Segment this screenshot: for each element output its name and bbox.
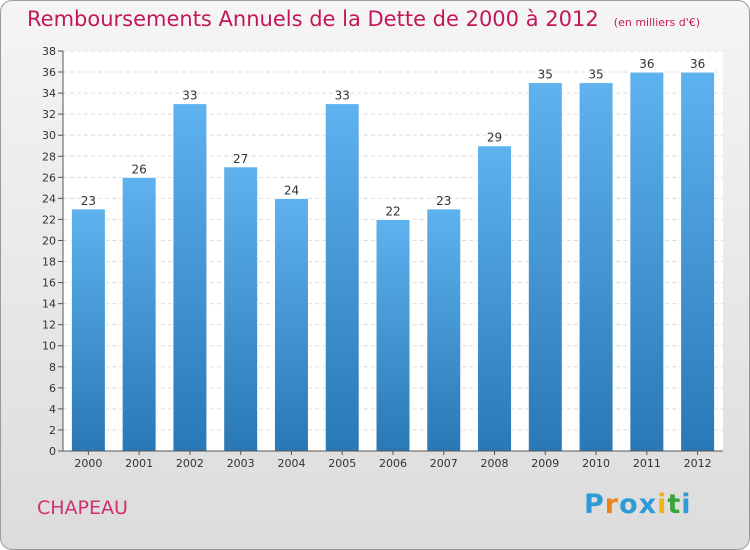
bar [629,71,665,452]
bar [70,208,106,452]
y-tick-label: 38 [42,45,56,58]
bar [324,103,360,452]
x-tick-label: 2002 [176,457,204,470]
y-tick-label: 10 [42,340,56,353]
bar-value-label: 22 [385,204,400,218]
x-tick-label: 2009 [531,457,559,470]
bar [172,103,208,452]
proxiti-logo: Proxiti [584,489,692,520]
logo-letter: i [681,489,692,520]
bar-value-label: 33 [335,89,350,103]
chart-title-block: Remboursements Annuels de la Dette de 20… [27,7,700,31]
y-tick-label: 30 [42,129,56,142]
logo-letter: o [619,489,639,520]
bar-value-label: 35 [588,68,603,82]
bar [477,145,513,452]
y-tick-label: 26 [42,171,56,184]
bar [121,176,157,452]
y-tick-label: 0 [49,445,56,458]
bar-value-label: 27 [233,152,248,166]
chart-title: Remboursements Annuels de la Dette de 20… [27,7,599,31]
y-tick-label: 32 [42,108,56,121]
bar-value-label: 29 [487,131,502,145]
logo-letter: t [667,489,682,520]
y-tick-label: 6 [49,382,56,395]
x-tick-label: 2004 [277,457,305,470]
chart-unit: (en milliers d'€) [613,16,701,29]
bar [223,166,259,452]
bar-value-label: 24 [284,183,299,197]
y-tick-label: 36 [42,66,56,79]
bars [70,71,716,452]
x-tick-label: 2012 [684,457,712,470]
x-tick-label: 2010 [582,457,610,470]
y-tick-label: 14 [42,298,56,311]
y-tick-label: 20 [42,234,56,247]
y-tick-label: 34 [42,87,56,100]
bar-value-label: 36 [690,57,705,71]
y-tick-label: 2 [49,424,56,437]
bar [578,82,614,452]
logo-letter: i [657,489,668,520]
x-tick-label: 2011 [633,457,661,470]
logo-letter: P [584,489,605,520]
logo-letter: r [604,489,620,520]
bar [375,218,411,452]
x-tick-label: 2007 [430,457,458,470]
x-tick-label: 2005 [328,457,356,470]
bar [527,82,563,452]
bar [426,208,462,452]
logo-letter: x [638,489,658,520]
x-tick-label: 2003 [227,457,255,470]
y-tick-label: 16 [42,277,56,290]
y-tick-label: 12 [42,319,56,332]
x-tick-label: 2006 [379,457,407,470]
y-tick-label: 8 [49,361,56,374]
bar-value-label: 36 [639,57,654,71]
y-tick-label: 18 [42,256,56,269]
y-tick-label: 28 [42,150,56,163]
x-tick-label: 2008 [481,457,509,470]
bar [273,197,309,452]
labels: 0246810121416182022242628303234363823200… [42,45,712,470]
x-tick-label: 2001 [125,457,153,470]
y-tick-label: 22 [42,213,56,226]
place-name: CHAPEAU [37,497,128,519]
x-tick-label: 2000 [74,457,102,470]
bar [680,71,716,452]
bar-value-label: 23 [436,194,451,208]
bar-value-label: 26 [132,162,147,176]
bar-value-label: 33 [182,89,197,103]
bar-value-label: 35 [538,68,553,82]
y-tick-label: 24 [42,192,56,205]
y-tick-label: 4 [49,403,56,416]
bar-value-label: 23 [81,194,96,208]
